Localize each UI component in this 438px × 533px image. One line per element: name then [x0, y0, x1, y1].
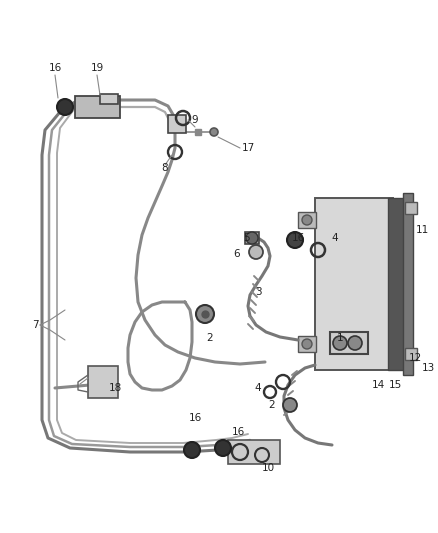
- Bar: [315, 198, 393, 370]
- Text: 16: 16: [48, 63, 62, 73]
- Text: 15: 15: [389, 380, 402, 390]
- Circle shape: [287, 232, 303, 248]
- Circle shape: [302, 339, 312, 349]
- Bar: [168, 115, 186, 133]
- Circle shape: [246, 232, 258, 244]
- Text: 7: 7: [32, 320, 38, 330]
- Text: 3: 3: [254, 287, 261, 297]
- Bar: [228, 440, 280, 464]
- Text: 9: 9: [192, 115, 198, 125]
- Circle shape: [302, 215, 312, 225]
- Text: 16: 16: [188, 413, 201, 423]
- Text: 12: 12: [408, 353, 422, 363]
- Circle shape: [210, 128, 218, 136]
- Circle shape: [283, 398, 297, 412]
- Text: 18: 18: [108, 383, 122, 393]
- Text: 11: 11: [415, 225, 429, 235]
- Circle shape: [333, 336, 347, 350]
- Bar: [298, 212, 316, 228]
- Bar: [403, 193, 413, 375]
- Bar: [75, 96, 120, 118]
- Text: 19: 19: [90, 63, 104, 73]
- Circle shape: [215, 440, 231, 456]
- Text: 16: 16: [231, 427, 245, 437]
- Text: 13: 13: [421, 363, 434, 373]
- Bar: [405, 348, 417, 360]
- Bar: [245, 232, 259, 244]
- Bar: [298, 336, 316, 352]
- Circle shape: [196, 305, 214, 323]
- Text: 10: 10: [261, 463, 275, 473]
- Circle shape: [184, 442, 200, 458]
- Bar: [88, 366, 118, 398]
- Bar: [405, 202, 417, 214]
- Text: 8: 8: [162, 163, 168, 173]
- Bar: [100, 94, 118, 104]
- Text: 17: 17: [241, 143, 254, 153]
- Circle shape: [57, 99, 73, 115]
- Bar: [388, 198, 406, 370]
- Circle shape: [249, 245, 263, 259]
- Text: 16: 16: [291, 233, 304, 243]
- Circle shape: [348, 336, 362, 350]
- Text: 4: 4: [332, 233, 338, 243]
- Text: 5: 5: [244, 233, 250, 243]
- Text: 14: 14: [371, 380, 385, 390]
- Text: 2: 2: [268, 400, 276, 410]
- Text: 4: 4: [254, 383, 261, 393]
- Text: 2: 2: [207, 333, 213, 343]
- Text: 1: 1: [337, 333, 343, 343]
- Text: 6: 6: [234, 249, 240, 259]
- Bar: [330, 332, 368, 354]
